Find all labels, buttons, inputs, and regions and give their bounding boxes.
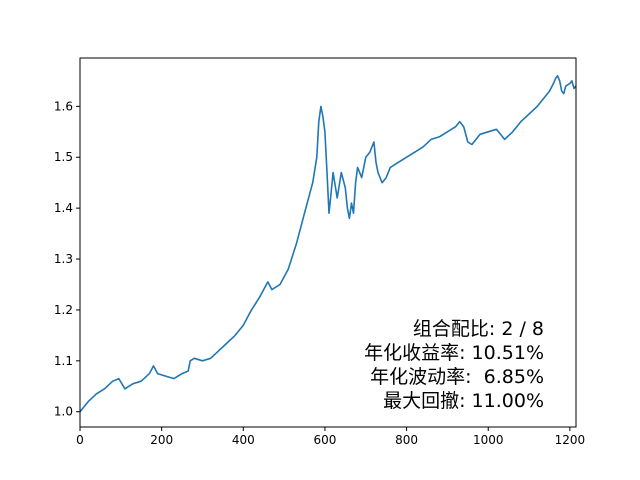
axis-ticks: 0 200 400 600 800 1000 1200 1.0 1.1 1.2 1.3 1.4 1.5 1… — [54, 99, 585, 447]
x-tick-label: 1200 — [555, 433, 586, 447]
annotation-annual-return: 年化收益率: 10.51% — [364, 342, 544, 364]
y-tick-label: 1.4 — [54, 201, 73, 215]
y-tick-label: 1.2 — [54, 303, 73, 317]
y-tick-label: 1.5 — [54, 150, 73, 164]
y-tick-label: 1.1 — [54, 354, 73, 368]
x-tick-label: 600 — [313, 433, 336, 447]
series-line — [79, 75, 577, 413]
annotation-max-drawdown: 最大回撤: 11.00% — [383, 390, 544, 412]
axes-frame — [79, 57, 577, 428]
annotation-annual-volatility: 年化波动率: 6.85% — [370, 366, 544, 388]
y-tick-label: 1.0 — [54, 405, 73, 419]
y-tick-label: 1.3 — [54, 252, 73, 266]
x-tick-label: 400 — [232, 433, 255, 447]
x-tick-label: 0 — [76, 433, 84, 447]
x-tick-label: 1000 — [473, 433, 504, 447]
annotation-allocation: 组合配比: 2 / 8 — [413, 318, 544, 340]
stats-annotation: 组合配比: 2 / 8 年化收益率: 10.51% 年化波动率: 6.85% 最… — [364, 318, 544, 412]
y-tick-label: 1.6 — [54, 99, 73, 113]
plot-area — [80, 58, 576, 427]
x-tick-label: 200 — [150, 433, 173, 447]
x-tick-label: 800 — [395, 433, 418, 447]
